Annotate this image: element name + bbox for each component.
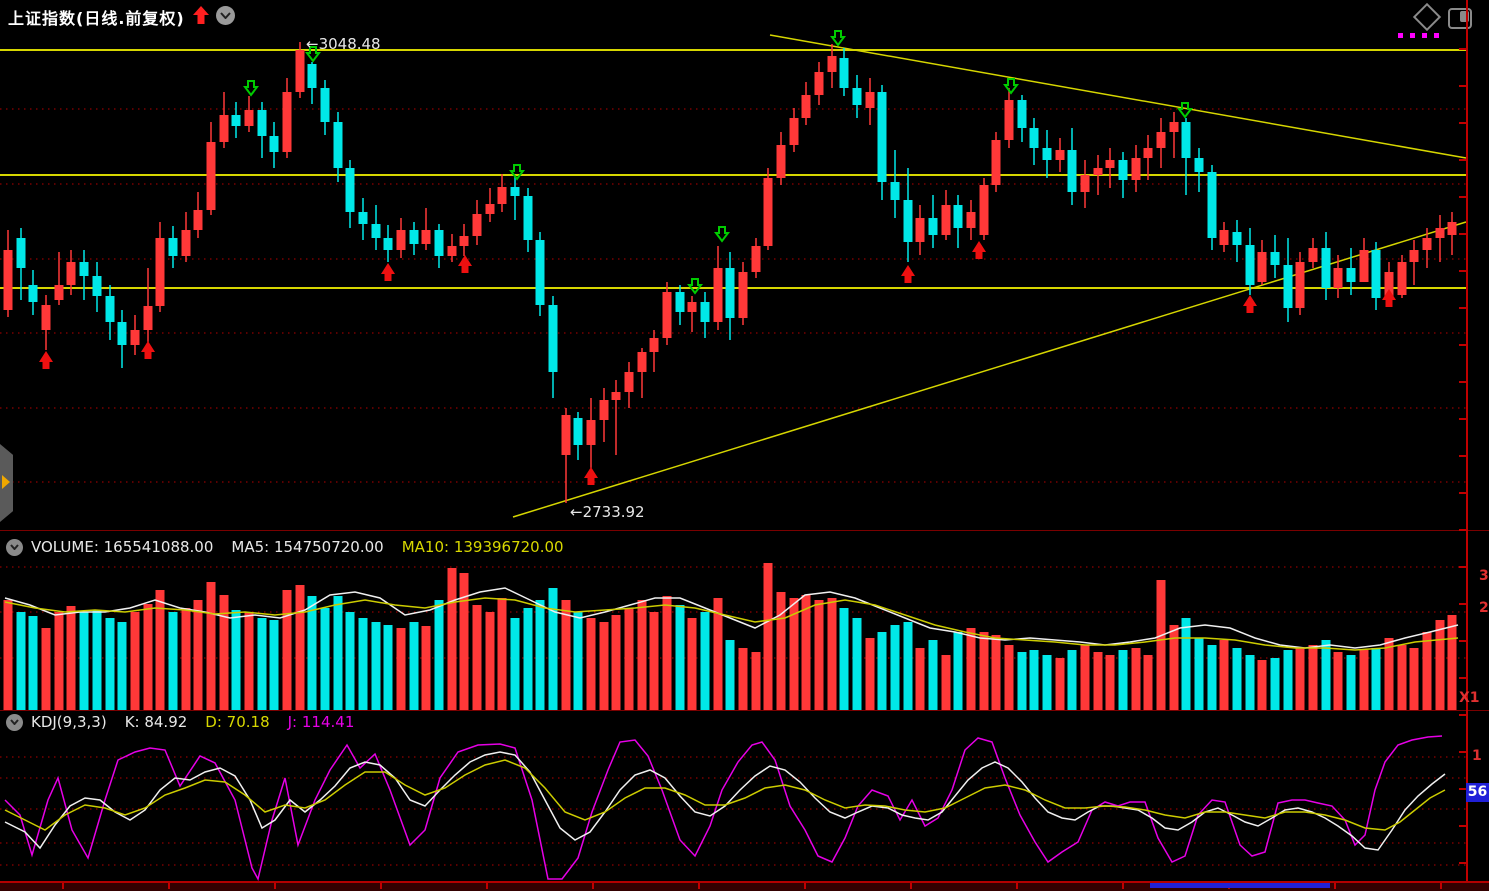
price-axis-tick — [1459, 862, 1466, 864]
volume-ma10-value: MA10: 139396720.00 — [401, 538, 564, 556]
expand-arrow-icon — [2, 475, 10, 489]
chart-title: 上证指数(日线.前复权) — [8, 9, 185, 28]
volume-scale-label: 3 — [1479, 568, 1489, 584]
price-axis — [1466, 0, 1468, 881]
time-axis-tick — [1122, 883, 1124, 889]
price-axis-tick — [1459, 603, 1466, 605]
volume-header: VOLUME: 165541088.00 MA5: 154750720.00 M… — [6, 537, 582, 557]
price-axis-tick — [1459, 418, 1466, 420]
volume-ma5-value: MA5: 154750720.00 — [231, 538, 384, 556]
price-axis-tick — [1459, 788, 1466, 790]
diamond-icon[interactable] — [1412, 2, 1442, 32]
magenta-dot — [1434, 33, 1439, 38]
price-axis-tick — [1459, 196, 1466, 198]
candlestick-chart[interactable]: ←3048.48 ←2733.92 — [0, 30, 1489, 530]
up-arrow-icon — [193, 6, 209, 24]
price-axis-tick — [1459, 122, 1466, 124]
title-bar: 上证指数(日线.前复权) — [0, 0, 1489, 32]
price-axis-tick — [1459, 344, 1466, 346]
price-axis-tick — [1459, 566, 1466, 568]
kdj-j-value: J: 114.41 — [287, 713, 355, 731]
time-axis-tick — [804, 883, 806, 889]
price-axis-tick — [1459, 640, 1466, 642]
time-axis-tick — [1440, 883, 1442, 889]
chevron-down-icon[interactable] — [216, 6, 235, 25]
volume-value: VOLUME: 165541088.00 — [31, 538, 214, 556]
kdj-d-value: D: 70.18 — [205, 713, 270, 731]
volume-scale-label: 2 — [1479, 600, 1489, 616]
time-axis-tick — [592, 883, 594, 889]
svg-text:←2733.92: ←2733.92 — [570, 503, 645, 521]
magenta-dot — [1410, 33, 1415, 38]
magenta-dot — [1398, 33, 1403, 38]
chevron-down-icon[interactable] — [6, 538, 23, 556]
pane-divider — [0, 710, 1489, 711]
price-axis-tick — [1459, 492, 1466, 494]
price-axis-tick — [1459, 270, 1466, 272]
pane-divider — [0, 530, 1489, 531]
kdj-cursor-value-badge: 56 — [1466, 783, 1489, 802]
sidebar-expand-tab[interactable] — [0, 444, 13, 522]
price-axis-tick — [1459, 159, 1466, 161]
time-axis-tick — [274, 883, 276, 889]
time-axis-tick — [1016, 883, 1018, 889]
kdj-name: KDJ(9,3,3) — [31, 713, 107, 731]
price-axis-tick — [1459, 307, 1466, 309]
price-axis-tick — [1459, 714, 1466, 716]
kdj-k-value: K: 84.92 — [124, 713, 188, 731]
price-axis-tick — [1459, 825, 1466, 827]
kdj-header: KDJ(9,3,3) K: 84.92 D: 70.18 J: 114.41 — [6, 712, 372, 732]
price-axis-tick — [1459, 677, 1466, 679]
time-axis-tick — [910, 883, 912, 889]
price-axis-tick — [1459, 48, 1466, 50]
time-axis-tick — [1334, 883, 1336, 889]
price-axis-tick — [1459, 233, 1466, 235]
kdj-scale-label: 1 — [1472, 748, 1482, 764]
magenta-dot — [1422, 33, 1427, 38]
time-axis-tick — [168, 883, 170, 889]
time-axis-selection[interactable] — [1150, 883, 1330, 888]
time-axis-tick — [698, 883, 700, 889]
price-axis-tick — [1459, 529, 1466, 531]
price-axis-tick — [1459, 85, 1466, 87]
time-axis-tick — [380, 883, 382, 889]
price-axis-tick — [1459, 751, 1466, 753]
x1-zoom-label: X1 — [1459, 690, 1480, 706]
svg-text:←3048.48: ←3048.48 — [306, 35, 381, 53]
volume-chart[interactable] — [0, 530, 1489, 711]
time-axis-tick — [486, 883, 488, 889]
time-axis-tick — [62, 883, 64, 889]
price-axis-tick — [1459, 381, 1466, 383]
price-axis-tick — [1459, 455, 1466, 457]
panel-layout-icon[interactable] — [1448, 8, 1472, 29]
chevron-down-icon[interactable] — [6, 713, 23, 731]
kdj-chart[interactable] — [0, 735, 1489, 881]
